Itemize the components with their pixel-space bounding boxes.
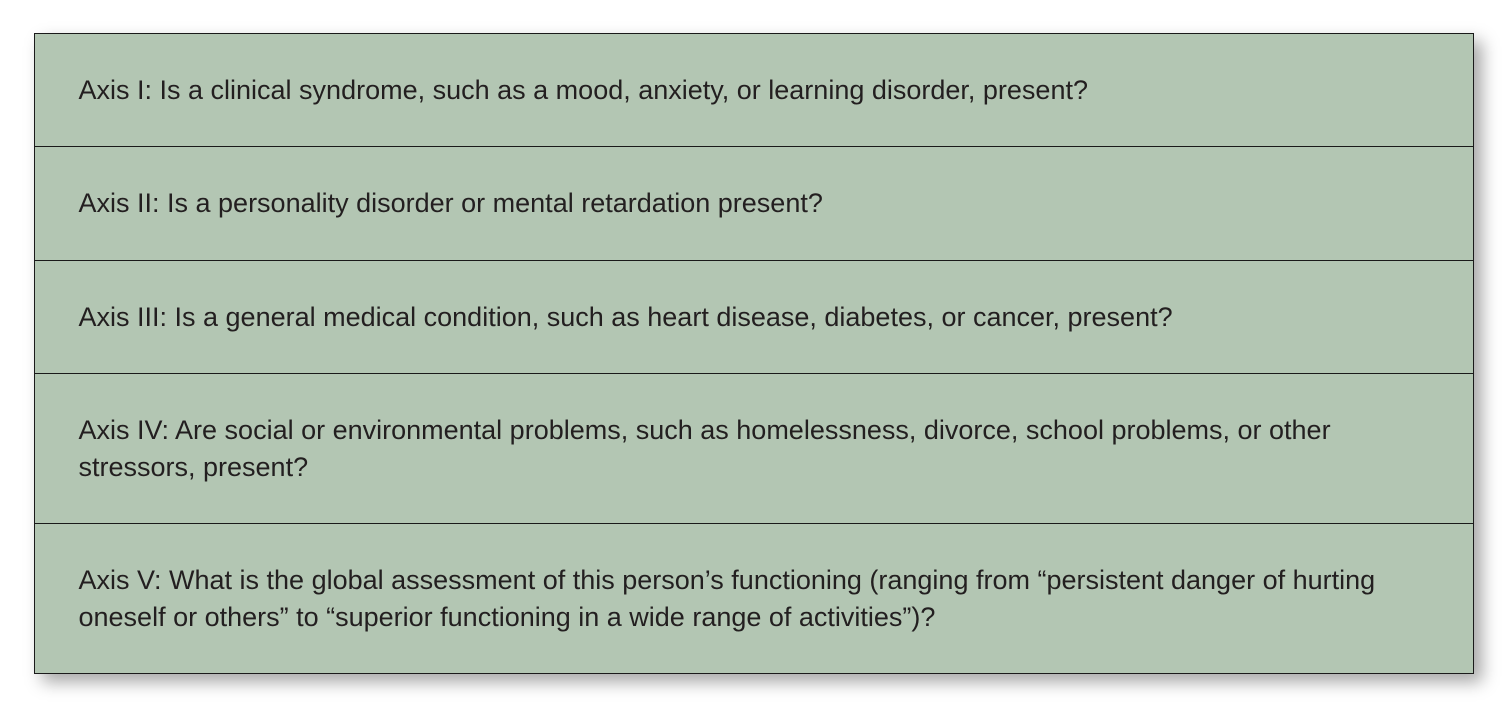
- table-row: Axis I: Is a clinical syndrome, such as …: [35, 34, 1473, 147]
- row-text: Axis II: Is a personality disorder or me…: [79, 188, 823, 218]
- row-text: Axis IV: Are social or environmental pro…: [79, 415, 1331, 481]
- axis-table: Axis I: Is a clinical syndrome, such as …: [34, 33, 1474, 674]
- table-row: Axis III: Is a general medical condition…: [35, 261, 1473, 374]
- canvas: Axis I: Is a clinical syndrome, such as …: [0, 0, 1507, 707]
- row-text: Axis I: Is a clinical syndrome, such as …: [79, 75, 1088, 105]
- table-row: Axis V: What is the global assessment of…: [35, 524, 1473, 673]
- table-row: Axis IV: Are social or environmental pro…: [35, 374, 1473, 524]
- row-text: Axis III: Is a general medical condition…: [79, 302, 1173, 332]
- row-text: Axis V: What is the global assessment of…: [79, 565, 1376, 631]
- table-row: Axis II: Is a personality disorder or me…: [35, 147, 1473, 260]
